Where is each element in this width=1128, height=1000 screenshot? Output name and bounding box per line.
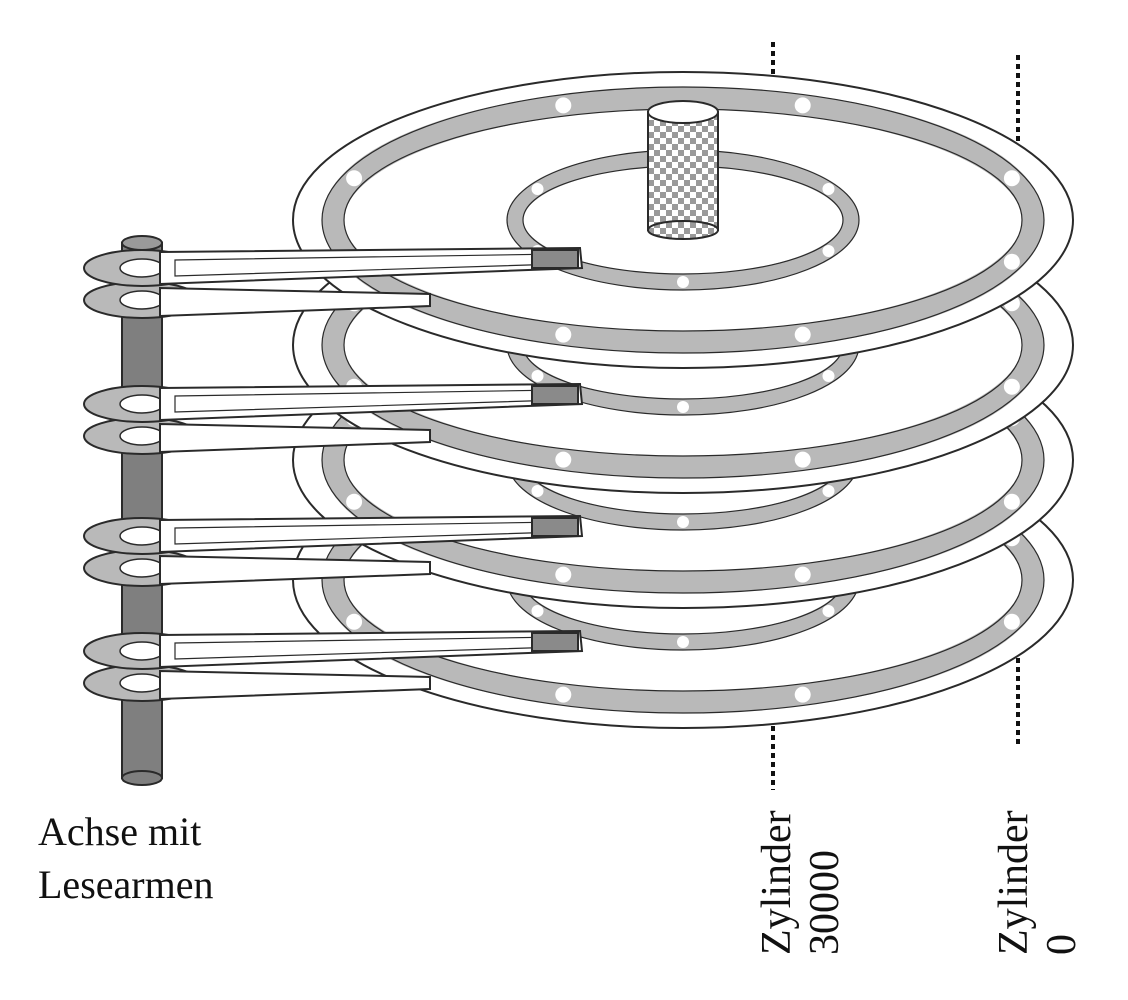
cylinder-30000-number: 30000 xyxy=(802,850,848,955)
read-arm xyxy=(83,514,584,587)
cylinder-0-label: Zylinder 0 xyxy=(991,810,1085,955)
cylinder-30000-word: Zylinder xyxy=(754,810,800,955)
axis-label-line2: Lesearmen xyxy=(38,862,213,907)
read-arm xyxy=(83,246,584,319)
read-arm xyxy=(83,629,584,702)
read-arm-group xyxy=(83,246,584,702)
axis-label: Achse mit Lesearmen xyxy=(38,809,213,907)
cylinder-0-number: 0 xyxy=(1039,934,1085,955)
read-arm xyxy=(83,382,584,455)
cylinder-30000-label: Zylinder 30000 xyxy=(754,810,848,955)
cylinder-0-word: Zylinder xyxy=(991,810,1037,955)
axis-label-line1: Achse mit xyxy=(38,809,201,854)
spindle xyxy=(647,100,719,240)
